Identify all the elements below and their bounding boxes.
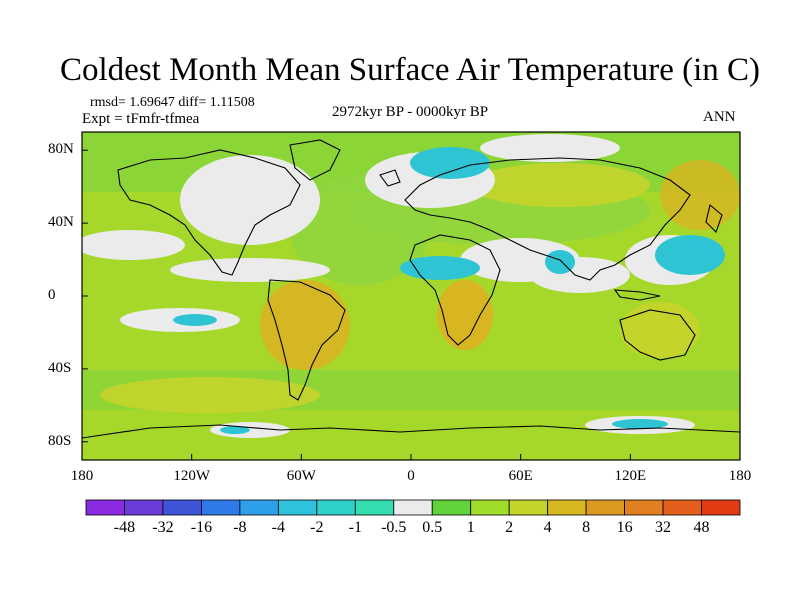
colorbar-label: 2 bbox=[505, 519, 514, 536]
colorbar-swatch bbox=[624, 499, 664, 516]
colorbar-swatch bbox=[201, 499, 241, 516]
lat-tick-label: 40N bbox=[48, 214, 74, 231]
colorbar-swatch bbox=[277, 499, 318, 516]
colorbar-swatch bbox=[585, 499, 625, 516]
colorbar bbox=[85, 499, 741, 516]
axis-ticks bbox=[81, 149, 741, 460]
period-label: 2972kyr BP - 0000kyr BP bbox=[331, 104, 489, 120]
colorbar-label: -48 bbox=[113, 519, 136, 536]
colorbar-label: 48 bbox=[693, 519, 710, 536]
colorbar-label: -16 bbox=[190, 519, 213, 536]
colorbar-swatch bbox=[124, 499, 164, 516]
contour-field bbox=[82, 132, 740, 460]
colorbar-label: 8 bbox=[582, 519, 591, 536]
stats-label: rmsd= 1.69647 diff= 1.11508 bbox=[90, 95, 255, 110]
colorbar-swatch bbox=[508, 499, 549, 516]
colorbar-swatch bbox=[393, 499, 433, 516]
coastlines bbox=[82, 139, 740, 439]
colorbar-swatch bbox=[701, 499, 741, 516]
colorbar-label: 32 bbox=[655, 519, 672, 536]
colorbar-swatch bbox=[547, 499, 587, 516]
lat-tick-label: 40S bbox=[48, 359, 72, 376]
colorbar-label: -1 bbox=[348, 519, 362, 536]
colorbar-label: 0.5 bbox=[422, 519, 443, 536]
colorbar-swatch bbox=[354, 499, 395, 516]
colorbar-swatch bbox=[162, 499, 202, 516]
colorbar-label: -0.5 bbox=[381, 519, 407, 536]
lat-tick-label: 80N bbox=[48, 141, 74, 158]
colorbar-label: 4 bbox=[543, 519, 552, 536]
colorbar-label: -2 bbox=[310, 519, 324, 536]
colorbar-swatch bbox=[431, 499, 472, 516]
experiment-label: Expt = tFmfr-tfmea bbox=[82, 111, 200, 127]
page-title: Coldest Month Mean Surface Air Temperatu… bbox=[60, 52, 760, 88]
colorbar-swatch bbox=[239, 499, 279, 516]
lon-tick-label: 60E bbox=[508, 468, 533, 484]
lon-tick-label: 180 bbox=[728, 468, 752, 484]
colorbar-swatch bbox=[662, 499, 702, 516]
colorbar-label: -32 bbox=[152, 519, 174, 536]
lon-tick-label: 120E bbox=[614, 468, 647, 484]
colorbar-swatch bbox=[316, 499, 356, 516]
colorbar-swatch bbox=[85, 499, 125, 516]
lon-tick-label: 60W bbox=[286, 468, 316, 484]
colorbar-label: 16 bbox=[616, 519, 633, 536]
lon-tick-label: 120W bbox=[173, 468, 210, 484]
lat-tick-label: 80S bbox=[48, 432, 72, 449]
lat-tick-label: 0 bbox=[48, 287, 56, 303]
colorbar-swatch bbox=[470, 499, 510, 516]
colorbar-label: -4 bbox=[271, 519, 285, 536]
season-label: ANN bbox=[703, 109, 736, 125]
lon-tick-label: 180 bbox=[70, 468, 94, 484]
colorbar-label: -8 bbox=[233, 519, 247, 536]
lon-tick-label: 0 bbox=[407, 468, 415, 484]
colorbar-label: 1 bbox=[466, 519, 475, 536]
